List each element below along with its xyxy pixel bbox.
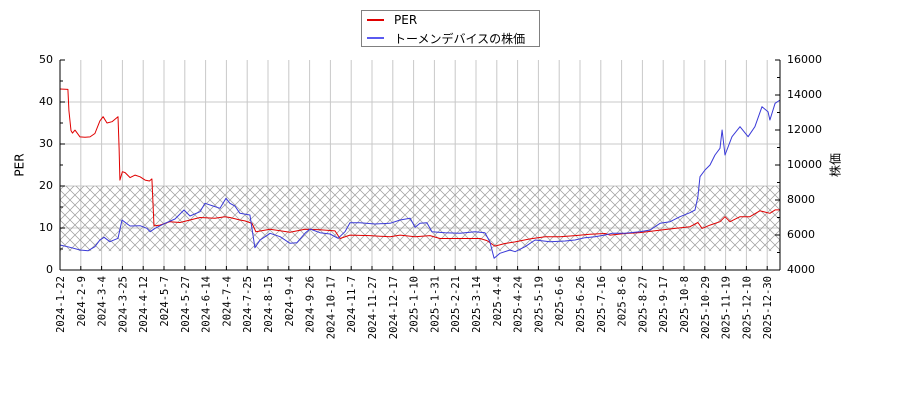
shaded-band [60, 186, 780, 252]
x-tick-label: 2024-11-27 [367, 276, 379, 339]
axes: 2024-1-22 2024-2-9 2024-3-4 2024-3-25 2024-4… [39, 53, 822, 339]
y-tick-label-right: 6000 [787, 228, 815, 241]
x-tick-label: 2024-7-25 [242, 276, 254, 333]
x-tick-label: 2024-1-22 [55, 276, 67, 333]
right-axis-title: 株価 [828, 153, 843, 177]
y-tick-label-left: 40 [39, 95, 53, 108]
x-tick-label: 2025-6-6 [554, 276, 566, 327]
x-tick-label: 2024-12-17 [388, 276, 400, 339]
x-tick-label: 2024-6-14 [201, 276, 213, 333]
y-tick-label-left: 10 [39, 221, 53, 234]
y-tick-label-right: 8000 [787, 193, 815, 206]
legend-swatch-stock-price [367, 37, 384, 39]
legend-label-per: PER [394, 13, 418, 27]
x-tick-label: 2025-8-6 [617, 276, 629, 327]
x-tick-label: 2025-4-4 [492, 276, 504, 327]
y-tick-label-right: 14000 [787, 88, 822, 101]
y-tick-label-right: 4000 [787, 263, 815, 276]
x-tick-label: 2025-9-17 [658, 276, 670, 333]
left-axis-title: PER [13, 153, 27, 176]
x-tick-label: 2025-11-19 [721, 276, 733, 339]
y-tick-label-left: 0 [46, 263, 53, 276]
x-tick-label: 2025-12-10 [741, 276, 753, 339]
x-tick-label: 2025-3-14 [471, 276, 483, 333]
stock-price-line [60, 99, 780, 259]
y-tick-label-right: 12000 [787, 123, 822, 136]
x-tick-label: 2025-1-10 [409, 276, 421, 333]
legend-swatch-per [367, 19, 384, 21]
y-tick-label-right: 10000 [787, 158, 822, 171]
plot-series [60, 88, 780, 259]
legend-label-stock-price: トーメンデバイスの株価 [394, 31, 526, 46]
x-tick-label: 2024-3-4 [97, 276, 109, 327]
x-tick-label: 2024-9-26 [305, 276, 317, 333]
x-tick-label: 2025-10-29 [700, 276, 712, 339]
x-tick-label: 2025-2-21 [450, 276, 462, 333]
x-tick-label: 2025-5-19 [533, 276, 545, 333]
x-tick-label: 2025-12-30 [762, 276, 774, 339]
legend-item-per[interactable]: PER [362, 11, 417, 29]
x-tick-label: 2024-11-7 [346, 276, 358, 333]
crosshatch-band [60, 186, 780, 252]
x-tick-label: 2024-10-17 [325, 276, 337, 339]
x-tick-label: 2024-4-12 [138, 276, 150, 333]
y-tick-label-right: 16000 [787, 53, 822, 66]
x-tick-label: 2024-5-7 [159, 276, 171, 327]
x-tick-label: 2025-4-24 [513, 276, 525, 333]
x-tick-label: 2024-5-27 [180, 276, 192, 333]
x-tick-label: 2025-7-16 [596, 276, 608, 333]
y-tick-label-left: 50 [39, 53, 53, 66]
x-tick-label: 2025-10-8 [679, 276, 691, 333]
y-tick-label-left: 30 [39, 137, 53, 150]
x-tick-label: 2024-3-25 [117, 276, 129, 333]
legend: PER トーメンデバイスの株価 [361, 10, 540, 47]
x-tick-label: 2024-8-15 [263, 276, 275, 333]
per-line [60, 88, 780, 247]
x-tick-label: 2025-1-31 [429, 276, 441, 333]
legend-item-stock-price[interactable]: トーメンデバイスの株価 [362, 29, 525, 47]
x-tick-label: 2024-7-4 [221, 276, 233, 327]
x-tick-label: 2024-9-4 [284, 276, 296, 327]
y-tick-label-left: 20 [39, 179, 53, 192]
x-tick-label: 2025-8-27 [637, 276, 649, 333]
x-tick-label: 2024-2-9 [76, 276, 88, 327]
x-tick-label: 2025-6-26 [575, 276, 587, 333]
